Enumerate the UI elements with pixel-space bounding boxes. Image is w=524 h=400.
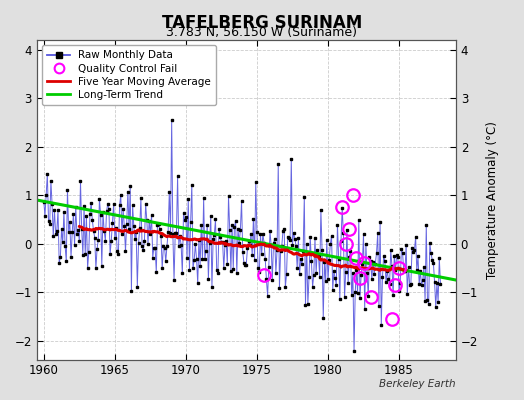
Y-axis label: Temperature Anomaly (°C): Temperature Anomaly (°C) (486, 121, 499, 279)
Text: Berkeley Earth: Berkeley Earth (379, 379, 456, 389)
Text: 3.783 N, 56.150 W (Suriname): 3.783 N, 56.150 W (Suriname) (167, 26, 357, 39)
Legend: Raw Monthly Data, Quality Control Fail, Five Year Moving Average, Long-Term Tren: Raw Monthly Data, Quality Control Fail, … (42, 45, 216, 105)
Text: TAFELBERG SURINAM: TAFELBERG SURINAM (162, 14, 362, 32)
